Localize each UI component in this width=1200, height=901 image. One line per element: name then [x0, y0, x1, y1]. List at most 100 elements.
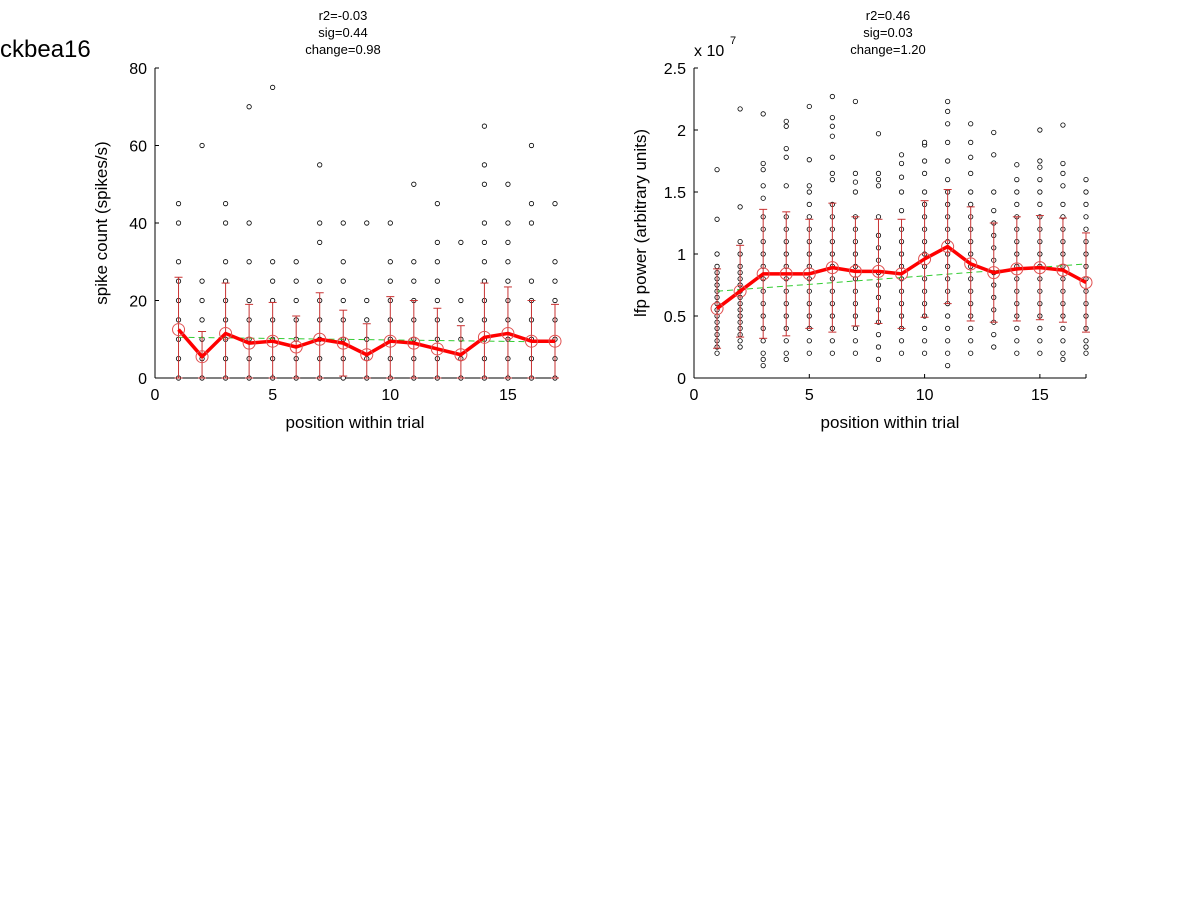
raw-data-point	[293, 259, 299, 265]
raw-data-point	[737, 239, 743, 245]
mean-point	[756, 267, 770, 281]
raw-data-point	[246, 220, 252, 226]
raw-data-point	[387, 259, 393, 265]
raw-data-point	[945, 108, 951, 115]
raw-data-point	[945, 177, 951, 183]
raw-data-point	[434, 278, 440, 284]
error-bars	[174, 276, 559, 379]
raw-data-point	[829, 170, 835, 176]
raw-data-point	[852, 189, 859, 195]
mean-point	[524, 334, 538, 348]
raw-data-point	[1014, 162, 1020, 168]
raw-data-point	[1037, 164, 1043, 170]
raw-data-point	[898, 160, 905, 167]
raw-data-point	[714, 251, 720, 257]
raw-data-point	[806, 189, 812, 195]
raw-data-point	[1014, 201, 1020, 207]
raw-data-point	[968, 338, 974, 344]
raw-data-point	[875, 183, 882, 189]
raw-data-point	[481, 123, 488, 129]
raw-data-point	[481, 220, 488, 226]
mean-point	[242, 336, 256, 350]
raw-data-point	[199, 142, 205, 149]
raw-data-point	[317, 239, 323, 245]
raw-data-point	[411, 278, 417, 284]
raw-data-point	[505, 259, 511, 265]
raw-data-point	[481, 181, 488, 187]
raw-data-point	[829, 123, 835, 129]
raw-data-point	[317, 278, 323, 284]
raw-data-point	[1037, 127, 1043, 133]
mean-point	[454, 348, 468, 362]
raw-data-point	[760, 362, 766, 369]
raw-data-point	[991, 189, 997, 195]
raw-data-point	[783, 146, 789, 152]
lfp-power-panel: 0 5 10 15 0 0.5 1 1.5 2 2.5 x 10 7 r2=0.46 sig=0.03 ch…	[631, 8, 1093, 432]
raw-data-point	[737, 344, 743, 350]
mean-point	[501, 326, 515, 340]
raw-data-point	[1037, 338, 1043, 344]
raw-data-point	[411, 259, 417, 265]
raw-data-point	[505, 239, 511, 245]
mean-point	[918, 252, 932, 266]
raw-data-point	[921, 338, 928, 344]
raw-data-point	[852, 325, 859, 331]
raw-data-point	[898, 208, 905, 214]
raw-data-point	[760, 356, 766, 362]
x-tick-label: 15	[499, 387, 517, 404]
raw-data-point	[1014, 338, 1020, 344]
raw-data-point	[1014, 189, 1020, 195]
raw-data-point	[921, 189, 928, 195]
raw-data-point	[760, 111, 766, 117]
y-tick-label: 80	[129, 61, 147, 78]
mean-point	[430, 342, 444, 356]
raw-data-point	[505, 278, 511, 284]
mean-point	[360, 348, 374, 362]
raw-data-point	[175, 201, 182, 207]
x-tick-label: 10	[916, 387, 934, 404]
raw-data-point	[760, 183, 766, 189]
raw-data-point	[411, 181, 417, 187]
raw-data-point	[968, 154, 974, 160]
figure-label: ckbea16	[0, 36, 91, 63]
raw-data-point	[434, 201, 440, 207]
raw-data-point	[921, 350, 928, 356]
x-tick-label: 0	[690, 387, 699, 404]
mean-point	[313, 332, 327, 346]
raw-data-point	[270, 84, 276, 90]
mean-point	[407, 336, 421, 350]
raw-data-point	[552, 259, 558, 265]
raw-data-point	[783, 356, 789, 362]
raw-data-point	[783, 123, 789, 129]
mean-line	[177, 328, 555, 359]
x-tick-label: 5	[268, 387, 277, 404]
raw-data-point	[387, 278, 393, 284]
raw-data-point	[481, 259, 488, 265]
raw-data-point	[760, 195, 766, 201]
y-tick-label: 1	[677, 247, 686, 264]
raw-data-point	[434, 259, 440, 265]
raw-data-point	[921, 170, 928, 176]
y-tick-label: 20	[129, 294, 147, 311]
raw-data-point	[945, 338, 951, 344]
mean-point	[779, 267, 793, 281]
raw-data-point	[481, 239, 488, 245]
mean-point	[802, 267, 816, 281]
raw-data-point	[714, 216, 720, 222]
raw-data-point	[1060, 160, 1066, 167]
raw-data-point	[246, 259, 252, 265]
raw-data-point	[783, 118, 789, 124]
raw-data-point	[898, 152, 905, 158]
mean-point	[825, 261, 839, 275]
raw-data-point	[760, 160, 766, 167]
raw-data-point	[968, 201, 974, 207]
raw-data-point	[434, 239, 440, 245]
raw-data-point	[760, 338, 766, 344]
raw-data-point	[921, 139, 928, 145]
mean-point	[383, 334, 397, 348]
raw-data-point	[945, 362, 951, 369]
raw-data-point	[760, 350, 766, 356]
raw-data-point	[945, 158, 951, 164]
raw-data-point	[852, 338, 859, 344]
y-tick-label: 40	[129, 216, 147, 233]
